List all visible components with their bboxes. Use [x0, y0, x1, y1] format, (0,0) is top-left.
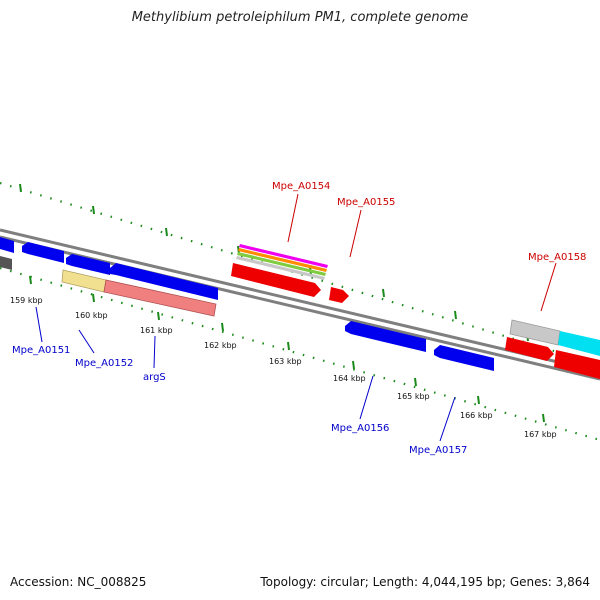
pseudogene-feature: [103, 279, 217, 317]
gene-feature: [554, 350, 600, 379]
gene-feature: [329, 287, 349, 303]
lower-major-ticks: [29, 275, 545, 423]
map-title: Methylibium petroleiphilum PM1, complete…: [131, 10, 469, 25]
stacked-features: [236, 244, 328, 280]
cds-feature: [558, 331, 600, 356]
tick-label: 165 kbp: [397, 392, 430, 401]
gene-label: Mpe_A0156: [331, 423, 389, 434]
gene-feature: [345, 321, 426, 352]
tick-label: 167 kbp: [524, 430, 557, 439]
dark-feature: [0, 256, 12, 270]
gene-feature: [434, 345, 494, 371]
genome-summary: Topology: circular; Length: 4,044,195 bp…: [260, 575, 590, 589]
tick-label: 159 kbp: [10, 296, 43, 305]
backbone-outer: [0, 228, 600, 374]
reverse-strand-genes: [0, 237, 494, 371]
gene-feature: [505, 337, 554, 361]
label-leaders: [35, 193, 557, 442]
accession-label: Accession: NC_008825: [10, 575, 147, 589]
forward-strand-genes: [231, 263, 600, 379]
gene-feature: [110, 263, 218, 300]
gene-labels: Mpe_A0151 Mpe_A0152 argS Mpe_A0154 Mpe_A…: [12, 181, 586, 456]
gene-label: Mpe_A0157: [409, 445, 467, 456]
tick-label: 160 kbp: [75, 311, 108, 320]
gene-label: Mpe_A0154: [272, 181, 330, 192]
gene-label: Mpe_A0152: [75, 358, 133, 369]
gene-feature: [66, 254, 110, 275]
gene-label: Mpe_A0151: [12, 345, 70, 356]
tick-label: 166 kbp: [460, 411, 493, 420]
gene-feature: [231, 263, 321, 297]
gene-label: argS: [143, 372, 166, 383]
gene-label: Mpe_A0158: [528, 252, 586, 263]
tick-labels: 159 kbp 160 kbp 161 kbp 162 kbp 163 kbp …: [10, 296, 557, 439]
tick-label: 162 kbp: [204, 341, 237, 350]
tick-label: 164 kbp: [333, 374, 366, 383]
gene-feature: [0, 237, 14, 253]
lower-tick-track: [0, 266, 600, 442]
gene-label: Mpe_A0155: [337, 197, 395, 208]
tick-label: 161 kbp: [140, 326, 173, 335]
rna-feature: [61, 269, 107, 293]
tick-label: 163 kbp: [269, 357, 302, 366]
gene-feature: [22, 242, 64, 263]
